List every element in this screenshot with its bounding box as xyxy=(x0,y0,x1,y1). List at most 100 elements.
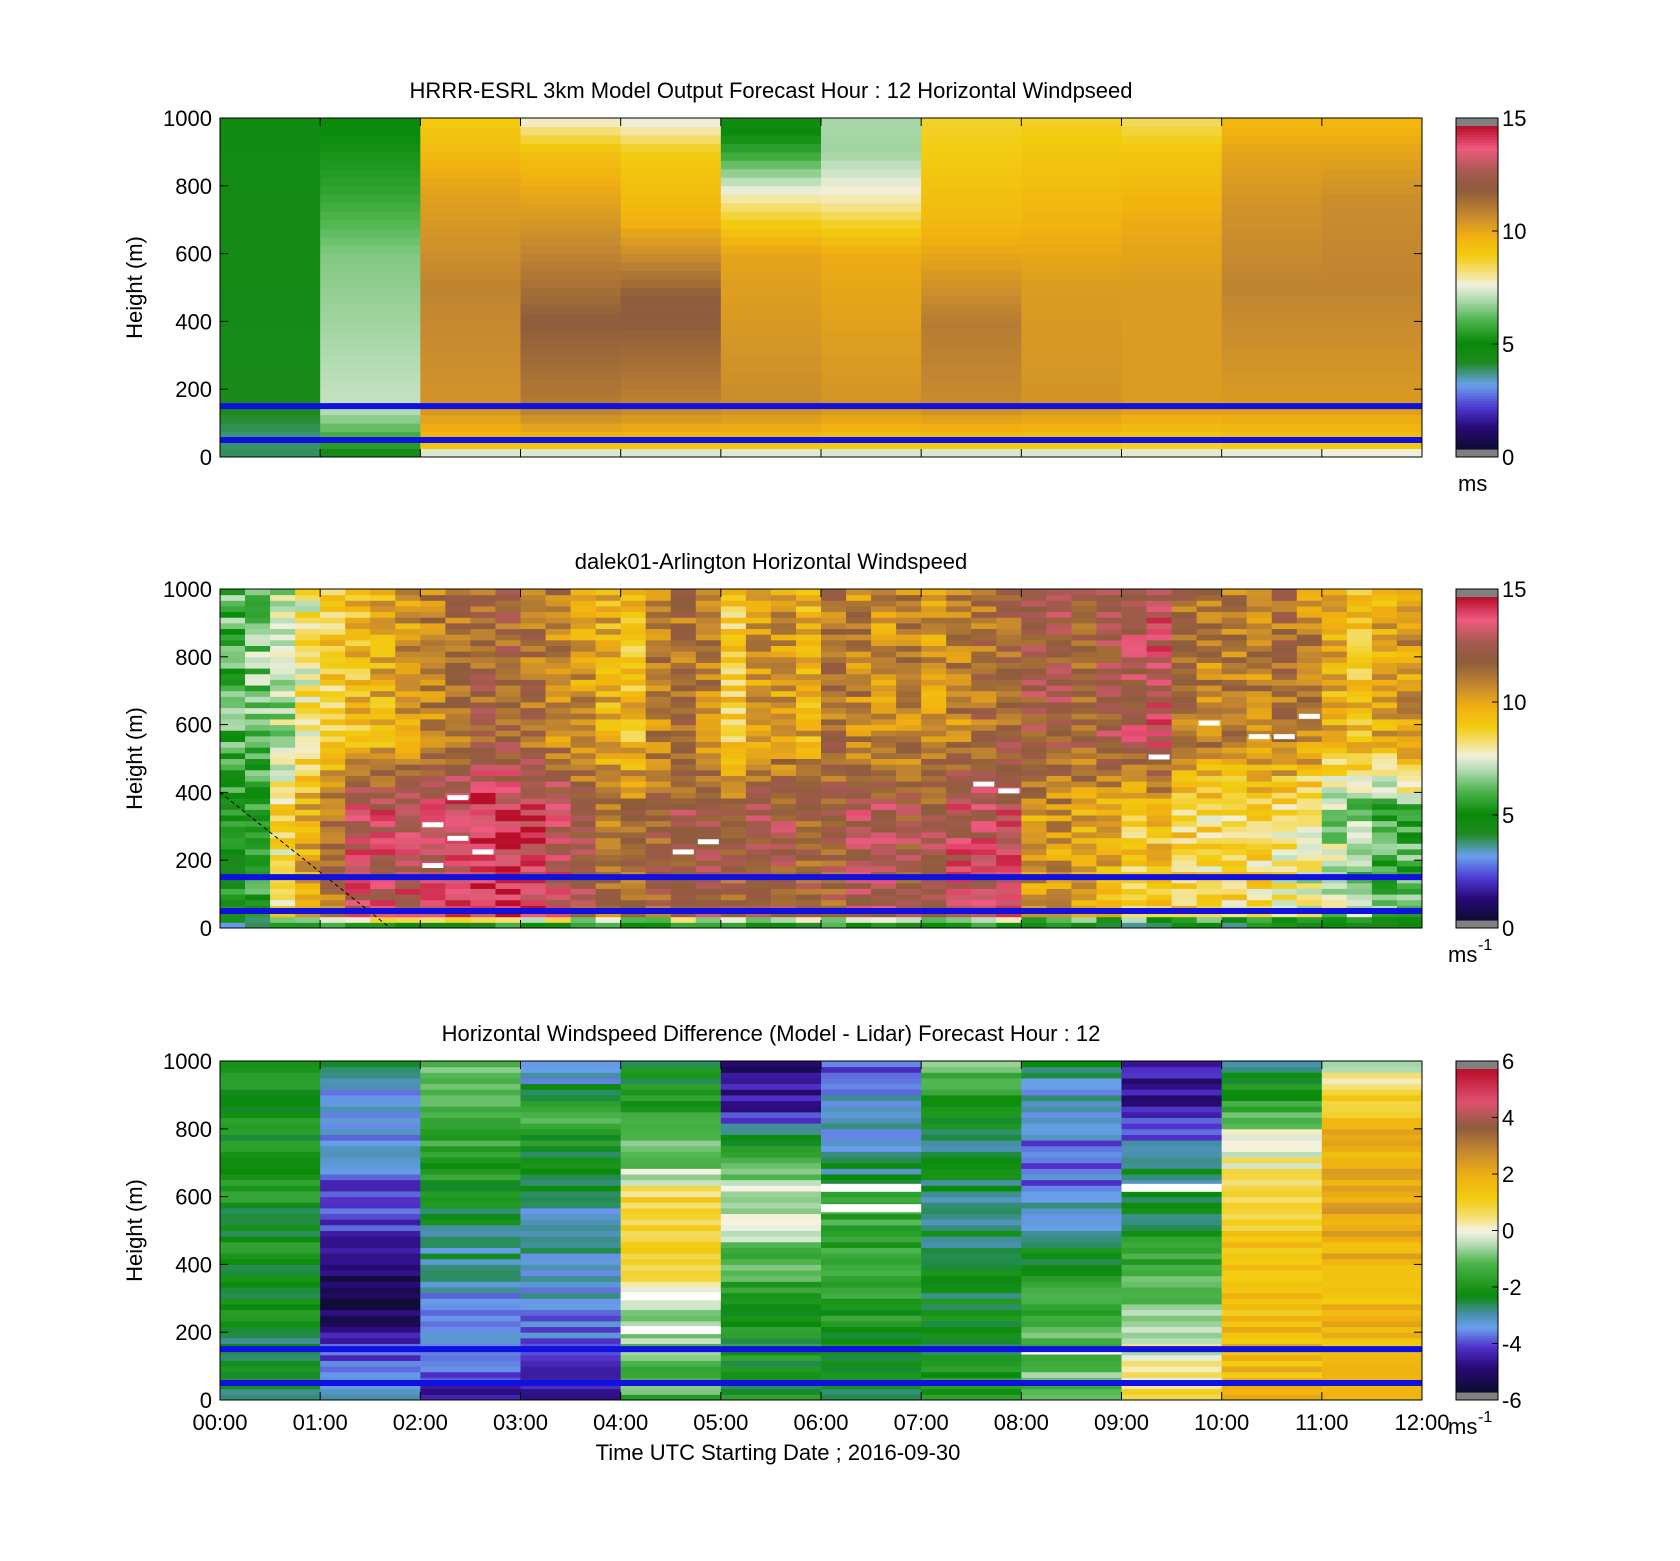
heatmap-cell xyxy=(695,702,722,709)
colorbar-swatch xyxy=(1456,1319,1498,1323)
heatmap-cell xyxy=(645,803,672,810)
heatmap-cell xyxy=(520,1253,622,1260)
heatmap-cell xyxy=(520,1394,622,1401)
colorbar-swatch xyxy=(1456,623,1498,628)
heatmap-cell xyxy=(1221,253,1323,263)
heatmap-cell xyxy=(946,769,972,776)
heatmap-cell xyxy=(1096,605,1122,613)
heatmap-cell xyxy=(1221,713,1248,720)
heatmap-cell xyxy=(1221,781,1248,788)
colorbar-swatch xyxy=(1456,879,1498,883)
heatmap-cell xyxy=(795,707,822,714)
heatmap-cell xyxy=(1071,865,1097,872)
heatmap-cell xyxy=(245,865,271,872)
heatmap-cell xyxy=(1021,758,1047,765)
heatmap-cell xyxy=(1046,718,1072,726)
heatmap-cell xyxy=(520,380,622,390)
colorbar-swatch xyxy=(1456,1133,1498,1137)
heatmap-cell xyxy=(720,848,747,856)
heatmap-cell xyxy=(220,1366,321,1373)
heatmap-cell xyxy=(1221,1247,1323,1254)
heatmap-cell xyxy=(770,622,797,630)
heatmap-cell xyxy=(295,628,321,635)
heatmap-cell xyxy=(1046,775,1072,782)
heatmap-cell xyxy=(320,279,421,288)
colorbar-swatch xyxy=(1456,901,1498,905)
heatmap-cell xyxy=(720,431,822,441)
colorbar-swatch xyxy=(1456,806,1498,811)
heatmap-cell xyxy=(1321,645,1348,652)
heatmap-cell xyxy=(320,448,421,458)
heatmap-cell xyxy=(745,916,772,923)
heatmap-cell xyxy=(1121,1332,1223,1339)
colorbar-swatch xyxy=(1456,758,1498,762)
heatmap-cell xyxy=(720,916,747,923)
heatmap-cell xyxy=(1021,826,1047,833)
heatmap-cell xyxy=(320,724,346,731)
heatmap-cell xyxy=(270,752,296,759)
heatmap-cell xyxy=(846,775,872,782)
heatmap-cell xyxy=(620,279,722,288)
heatmap-cell xyxy=(245,815,271,822)
heatmap-cell xyxy=(1121,414,1223,424)
heatmap-cell xyxy=(470,651,496,658)
heatmap-cell xyxy=(295,639,321,646)
heatmap-cell xyxy=(670,702,697,709)
heatmap-cell xyxy=(1121,363,1223,373)
heatmap-cell xyxy=(745,589,772,596)
heatmap-cell xyxy=(520,1230,622,1237)
heatmap-cell xyxy=(270,848,296,856)
heatmap-cell xyxy=(270,809,296,816)
colorbar-swatch xyxy=(1456,411,1498,415)
heatmap-cell xyxy=(545,747,572,754)
heatmap-cell xyxy=(245,673,271,680)
heatmap-cell xyxy=(395,758,421,765)
heatmap-cell xyxy=(1246,758,1273,765)
heatmap-cell xyxy=(320,160,421,170)
heatmap-cell xyxy=(745,865,772,872)
heatmap-cell xyxy=(1121,848,1148,856)
heatmap-cell xyxy=(921,1066,1022,1073)
heatmap-cell xyxy=(821,735,847,743)
heatmap-cell xyxy=(570,628,597,635)
heatmap-cell xyxy=(1321,1303,1423,1311)
heatmap-cell xyxy=(720,769,747,776)
heatmap-cell xyxy=(1221,679,1248,686)
heatmap-cell xyxy=(370,702,396,709)
heatmap-cell xyxy=(445,634,471,641)
heatmap-cell xyxy=(620,287,722,297)
heatmap-cell xyxy=(1021,702,1047,709)
colorbar-swatch xyxy=(1456,658,1498,663)
heatmap-cell xyxy=(1021,798,1047,805)
heatmap-cell xyxy=(1271,730,1298,737)
heatmap-cell xyxy=(1021,1162,1122,1169)
heatmap-cell xyxy=(520,718,547,726)
heatmap-cell xyxy=(1046,645,1072,652)
heatmap-cell xyxy=(545,854,572,861)
heatmap-cell xyxy=(1321,1315,1423,1322)
heatmap-cell xyxy=(320,690,346,697)
heatmap-cell xyxy=(720,1309,822,1316)
heatmap-cell xyxy=(620,1219,722,1226)
heatmap-cell xyxy=(495,894,521,901)
heatmap-cell xyxy=(620,295,722,305)
heatmap-cell xyxy=(1271,882,1298,889)
heatmap-cell xyxy=(420,143,521,153)
heatmap-cell xyxy=(871,911,897,918)
heatmap-cell xyxy=(921,668,947,675)
heatmap-cell xyxy=(620,888,647,895)
panel-2-title: dalek01-Arlington Horizontal Windspeed xyxy=(575,549,968,574)
heatmap-cell xyxy=(670,617,697,624)
heatmap-cell xyxy=(320,1309,421,1316)
y-tick-label: 0 xyxy=(200,916,212,941)
heatmap-cell xyxy=(695,730,722,737)
heatmap-cell xyxy=(420,1326,521,1333)
heatmap-cell xyxy=(420,1168,521,1175)
heatmap-cell xyxy=(921,820,947,827)
heatmap-cell xyxy=(871,741,897,748)
heatmap-cell xyxy=(395,865,421,872)
heatmap-cell xyxy=(821,843,847,850)
heatmap-cell xyxy=(220,634,246,641)
heatmap-cell xyxy=(1321,1168,1423,1175)
heatmap-cell xyxy=(1046,888,1072,895)
